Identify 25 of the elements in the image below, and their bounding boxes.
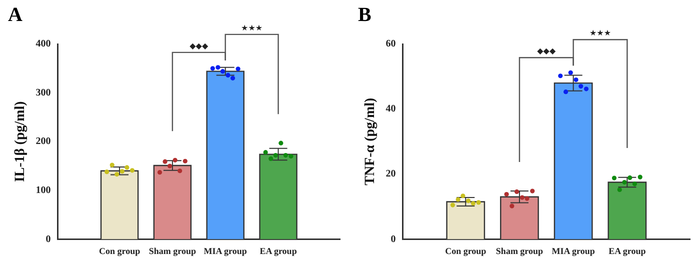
- annotation: ◆◆◆: [190, 41, 209, 50]
- text: ★★★: [589, 28, 612, 38]
- y-tick-label: 20: [386, 168, 396, 180]
- y-tick-label: 60: [386, 38, 396, 50]
- y-tick-label: 0: [390, 234, 396, 245]
- x-tick-label: EA group: [608, 246, 646, 256]
- annotation: ◆◆◆: [537, 46, 556, 56]
- y-tick-label: 200: [36, 136, 51, 148]
- y-tick-label: 300: [36, 87, 51, 98]
- y-tick-label: 100: [36, 184, 51, 196]
- x-tick-label: Con group: [98, 246, 140, 256]
- x-tick-label: EA group: [260, 246, 297, 256]
- x-tick-label: Sham group: [148, 246, 196, 256]
- y-tick-label: 40: [386, 104, 396, 115]
- y-tick-label: 400: [36, 38, 51, 50]
- x-tick-label: Sham group: [496, 246, 544, 256]
- chart-title: A: [8, 4, 23, 26]
- x-tick-label: MIA group: [204, 246, 247, 256]
- y-tick-label: 0: [46, 234, 51, 245]
- x-tick-label: MIA group: [552, 246, 595, 256]
- text: ★★★: [241, 23, 263, 32]
- y-axis-title: IL-1β (pg/ml): [13, 100, 28, 182]
- chart-title: B: [358, 4, 372, 26]
- y-axis-title: TNF-α (pg/ml): [363, 98, 378, 186]
- x-tick-label: Con group: [445, 246, 486, 256]
